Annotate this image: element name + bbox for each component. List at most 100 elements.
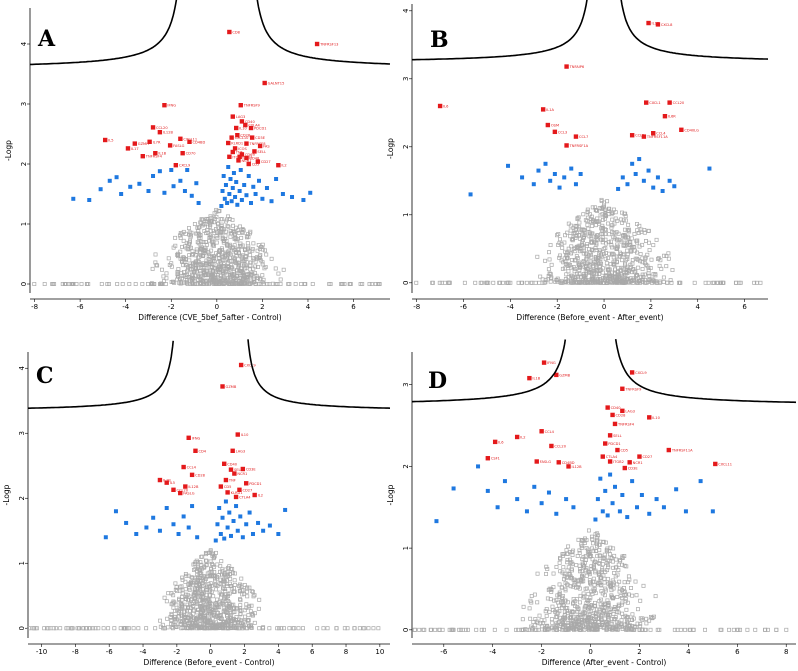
nonsignificant-point [260,273,265,278]
zero-point [257,282,262,286]
nonsignificant-point [612,571,617,575]
nonsignificant-point [640,256,645,261]
nonsignificant-point [581,212,586,217]
panel-letter: D [428,368,447,394]
nonsignificant-point [617,589,622,594]
significant-point [233,494,239,500]
nonsignificant-point [238,589,243,594]
nonsignificant-point [204,563,209,568]
zero-point [447,280,452,285]
nonsignificant-point [242,258,247,263]
nonsignificant-point [175,272,180,277]
nonsignificant-point [644,621,649,626]
nonsignificant-point [631,616,636,621]
significant-point [181,464,186,470]
nonsignificant-point [537,613,542,618]
nonsignificant-point [562,609,567,614]
nonsignificant-point [180,244,185,249]
nonsignificant-point [196,593,201,598]
y-axis-title: -Logp [2,484,11,505]
nonsignificant-point [535,254,540,259]
nonsignificant-point [557,582,562,587]
threshold-curve-right [614,338,797,404]
nonsignificant-point [635,273,640,278]
zero-point [366,626,371,631]
nonsignificant-point [183,587,188,592]
nonsignificant-point [594,208,599,213]
nonsignificant-point [250,611,255,616]
nonsignificant-point [554,233,559,238]
nonsignificant-point [225,250,230,255]
nonsignificant-point [620,611,625,616]
nonsignificant-point [568,584,573,589]
nonsignificant-point [582,606,587,611]
zero-point [752,280,757,285]
nonsignificant-point [638,598,643,603]
nonsignificant-point [555,276,560,281]
nonsignificant-point [254,273,259,278]
gene-label: CTLA4 [239,495,251,499]
nonsignificant-point [600,620,605,625]
nonsignificant-point [221,602,225,607]
zero-point [439,280,444,285]
nonsignificant-point [228,234,233,239]
nonsignificant-point [218,569,222,574]
zero-point [675,627,680,632]
nonsignificant-point [623,261,628,266]
significant-point [236,158,241,163]
nonsignificant-point [612,605,617,609]
nonsignificant-point [220,248,225,252]
nonsignificant-point [580,538,585,542]
nonsignificant-point [228,273,233,278]
nonsignificant-point [642,230,647,235]
nonsignificant-point [226,592,231,597]
zero-point [204,282,209,286]
trend-point [698,479,703,484]
nonsignificant-point [215,583,220,588]
significant-point [554,372,559,378]
nonsignificant-point [593,600,597,605]
nonsignificant-point [599,617,604,622]
significant-point [187,139,192,144]
zero-point [207,626,212,631]
nonsignificant-point [223,567,228,572]
x-tick-label: 4 [696,303,701,311]
zero-point [267,282,272,286]
significant-point [637,454,642,459]
nonsignificant-point [578,249,583,254]
nonsignificant-point [573,249,578,254]
nonsignificant-point [612,553,617,558]
zero-point [417,627,422,632]
gene-label: CTLA4 [248,124,260,128]
nonsignificant-point [615,218,620,223]
gene-label: IL10 [652,416,660,420]
nonsignificant-point [256,606,261,611]
nonsignificant-point [603,227,607,232]
zero-point [758,280,763,285]
significant-point [164,480,169,485]
nonsignificant-point [594,548,599,553]
nonsignificant-point [215,597,219,602]
zero-point [282,626,286,631]
nonsignificant-point [604,241,609,246]
nonsignificant-point [624,607,629,612]
nonsignificant-point [231,223,236,228]
nonsignificant-point [610,211,615,215]
gene-label: CD8 [232,31,240,35]
zero-point [75,626,80,631]
nonsignificant-point [614,237,619,242]
nonsignificant-point [603,212,608,217]
nonsignificant-point [194,580,199,585]
nonsignificant-point [569,251,573,256]
nonsignificant-point [229,584,233,589]
nonsignificant-point [542,618,547,623]
nonsignificant-point [572,258,577,263]
nonsignificant-point [598,576,603,581]
nonsignificant-point [245,594,250,599]
nonsignificant-point [647,273,652,278]
nonsignificant-point [566,221,571,226]
zero-point [287,282,292,286]
nonsignificant-point [607,251,612,256]
nonsignificant-point [529,594,534,598]
nonsignificant-point [605,558,610,563]
